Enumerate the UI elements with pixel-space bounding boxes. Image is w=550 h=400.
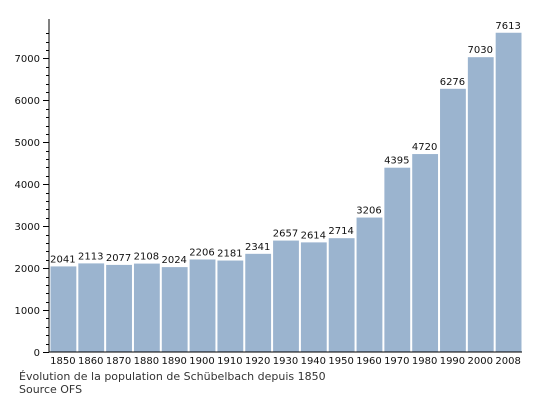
bar-1870	[106, 264, 132, 352]
y-axis: 0 1000 2000 3000 4000 5000 6000 7000	[15, 19, 50, 359]
y-tick-label: 4000	[15, 180, 40, 191]
x-tick-label: 1960	[356, 356, 381, 367]
bar-1960	[356, 217, 383, 352]
bar-1940	[300, 242, 327, 352]
bar-1920	[245, 253, 272, 352]
x-tick-label: 1850	[50, 356, 75, 367]
x-tick-label: 1910	[217, 356, 242, 367]
bar-1990	[440, 88, 466, 352]
x-tick-label: 1930	[273, 356, 298, 367]
bar-value-label: 2657	[273, 229, 298, 240]
bar-1890	[161, 267, 188, 352]
bar-1880	[133, 263, 160, 352]
bar-1980	[412, 154, 439, 352]
bar-1900	[189, 259, 216, 352]
bar-1930	[273, 240, 299, 352]
bar-value-label: 3206	[356, 206, 381, 217]
y-tick-label: 6000	[15, 96, 40, 107]
bar-value-label: 4720	[412, 142, 437, 153]
bar-1970	[384, 167, 411, 352]
bar-value-label: 2077	[106, 253, 131, 264]
y-tick-label: 5000	[15, 138, 40, 149]
y-tick-label: 7000	[15, 54, 40, 65]
bar-value-label: 2206	[189, 247, 214, 258]
bar-2000	[467, 57, 494, 352]
x-tick-label: 1990	[440, 356, 465, 367]
x-axis: 1850 1860 1870 1880 1890 1900 1910 1920 1930 1940…	[49, 351, 522, 367]
bar-value-label: 6276	[440, 77, 465, 88]
x-tick-label: 1890	[161, 356, 186, 367]
x-tick-label: 1880	[134, 356, 159, 367]
x-tick-label: 1870	[106, 356, 131, 367]
bar-1950	[328, 238, 355, 352]
x-tick-label: 1970	[384, 356, 409, 367]
bar-value-label: 2024	[161, 255, 186, 266]
bar-1850	[50, 266, 77, 352]
x-tick-label: 2000	[468, 356, 493, 367]
bar-1860	[78, 263, 105, 352]
bar-value-label: 2614	[301, 230, 326, 241]
bar-value-label: 2113	[78, 251, 103, 262]
x-tick-label: 1950	[328, 356, 353, 367]
chart-caption: Évolution de la population de Schübelbac…	[19, 370, 326, 383]
x-tick-label: 1860	[78, 356, 103, 367]
bar-1910	[217, 260, 244, 352]
bar-value-label: 4395	[384, 156, 409, 167]
y-tick-label: 3000	[15, 222, 40, 233]
x-tick-label: 2008	[495, 356, 520, 367]
x-tick-label: 1980	[412, 356, 437, 367]
y-tick-label: 2000	[15, 264, 40, 275]
y-tick-label: 0	[34, 348, 40, 359]
bar-value-label: 7613	[495, 21, 520, 32]
bars-group	[50, 32, 522, 352]
bar-value-label: 2181	[217, 249, 242, 260]
chart-source: Source OFS	[19, 383, 83, 396]
x-tick-label: 1940	[301, 356, 326, 367]
bar-2008	[495, 32, 522, 352]
bar-value-label: 2108	[134, 252, 159, 263]
bar-value-label: 7030	[468, 45, 493, 56]
x-tick-label: 1900	[189, 356, 214, 367]
y-tick-label: 1000	[15, 306, 40, 317]
bar-value-label: 2041	[50, 254, 75, 265]
x-tick-label: 1920	[245, 356, 270, 367]
bar-value-label: 2341	[245, 242, 270, 253]
bar-value-label: 2714	[328, 226, 353, 237]
